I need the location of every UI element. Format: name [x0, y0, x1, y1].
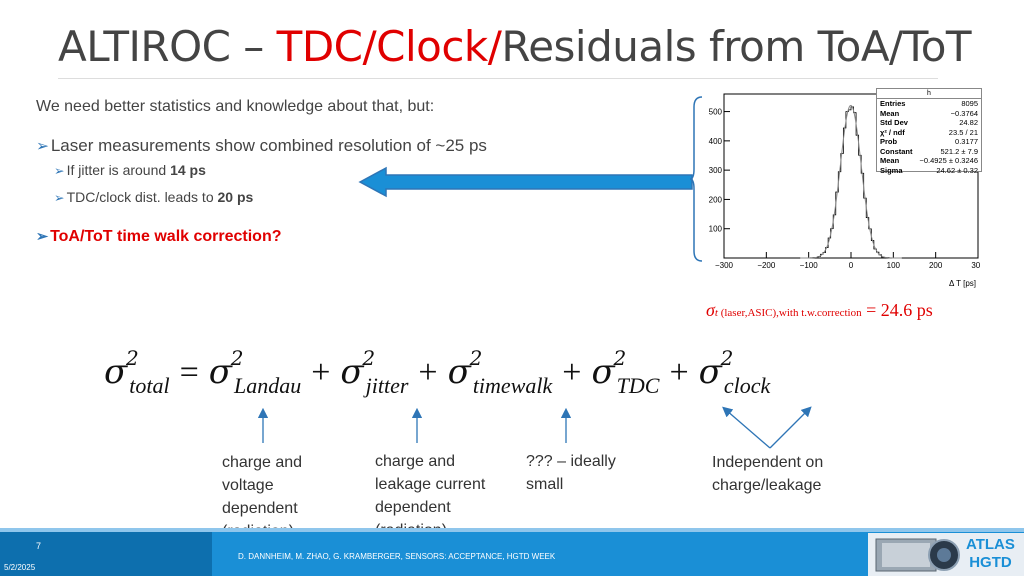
stats-box: h Entries 8095 Mean −0.3764 Std Dev 24.82 χ² /… [876, 88, 982, 175]
stat-value: 8095 [961, 99, 978, 108]
stat-value: 24.82 [959, 118, 978, 127]
stat-row: Constant 521.2 ± 7.9 [877, 147, 981, 157]
x-tick-label: −300 [715, 261, 734, 270]
result-equation: σt (laser,ASIC),with t.w.correction = 24… [706, 300, 933, 320]
footer-left-panel [0, 532, 212, 576]
left-arrow-icon [358, 166, 693, 198]
x-tick-label: 0 [849, 261, 854, 270]
stat-row: Mean −0.3764 [877, 109, 981, 119]
stat-key: Sigma [880, 165, 903, 175]
stat-key: Mean [880, 108, 900, 118]
stat-value: 24.62 ± 0.32 [936, 165, 978, 175]
page-number: 7 [36, 541, 42, 551]
stat-key: Entries [880, 99, 906, 108]
stat-key: Mean [880, 156, 900, 165]
slide-title: ALTIROC – TDC/Clock/Residuals from ToA/T… [58, 22, 972, 71]
slide-date: 5/2/2025 [4, 563, 36, 572]
bullet-arrow-icon: ➢ [54, 164, 65, 178]
bullet-arrow-icon: ➢ [54, 191, 65, 205]
stat-row: Prob 0.3177 [877, 137, 981, 147]
stat-value: 0.3177 [955, 137, 978, 146]
histogram-series [724, 106, 978, 259]
stat-key: Std Dev [880, 118, 908, 127]
y-tick-label: 200 [709, 195, 723, 204]
gauss-fit-curve [800, 104, 902, 259]
histogram-name: h [877, 89, 981, 99]
bullet-arrow-icon: ➢ [36, 138, 49, 155]
bullet-timewalk: ➢ ToA/ToT time walk correction? [36, 228, 282, 245]
footer-credits: D. DANNHEIM, M. ZHAO, G. KRAMBERGER, SEN… [238, 552, 556, 561]
stat-key: χ² / ndf [880, 127, 905, 137]
detector-image-icon [875, 538, 960, 572]
atlas-hgtd-logo: ATLAS HGTD [966, 536, 1015, 571]
stat-row: Entries 8095 [877, 99, 981, 109]
stat-value: 23.5 / 21 [948, 127, 978, 137]
x-tick-label: 100 [887, 261, 901, 270]
stat-value: −0.4925 ± 0.3246 [919, 156, 978, 165]
annotation-timewalk: ??? – ideally small [526, 453, 616, 493]
stat-value: 521.2 ± 7.9 [940, 146, 978, 156]
x-tick-label: −100 [800, 261, 819, 270]
x-tick-label: 200 [929, 261, 943, 270]
bullet-laser: ➢ Laser measurements show combined resolu… [36, 136, 487, 155]
footer-accent-line [0, 528, 1024, 532]
x-tick-label: 300 [971, 261, 980, 270]
stat-row: χ² / ndf 23.5 / 21 [877, 128, 981, 138]
stat-value: −0.3764 [950, 108, 978, 118]
intro-text: We need better statistics and knowledge … [36, 98, 435, 115]
stat-row: Std Dev 24.82 [877, 118, 981, 128]
annotation-tdc-clock: Independent on charge/leakage [712, 454, 824, 494]
stat-key: Constant [880, 146, 913, 156]
brace-icon [690, 96, 703, 262]
x-tick-label: −200 [757, 261, 776, 270]
bullet-tdc: ➢ TDC/clock dist. leads to 20 ps [54, 189, 254, 205]
variance-formula: σ 2 total = σ 2 Landau + σ 2 jitter + σ 2 timewalk + σ 2 T… [104, 346, 771, 398]
x-axis-label: Δ T [ps] [949, 279, 976, 288]
logo-area [868, 533, 1024, 576]
stat-row: Sigma 24.62 ± 0.32 [877, 166, 981, 176]
y-tick-label: 400 [709, 137, 723, 146]
stat-row: Mean −0.4925 ± 0.3246 [877, 156, 981, 166]
bullet-arrow-icon: ➢ [36, 229, 49, 245]
y-tick-label: 500 [709, 108, 723, 117]
title-divider [58, 78, 938, 79]
y-tick-label: 300 [709, 166, 723, 175]
y-tick-label: 100 [709, 225, 723, 234]
bullet-jitter: ➢ If jitter is around 14 ps [54, 162, 206, 178]
stat-key: Prob [880, 137, 898, 146]
